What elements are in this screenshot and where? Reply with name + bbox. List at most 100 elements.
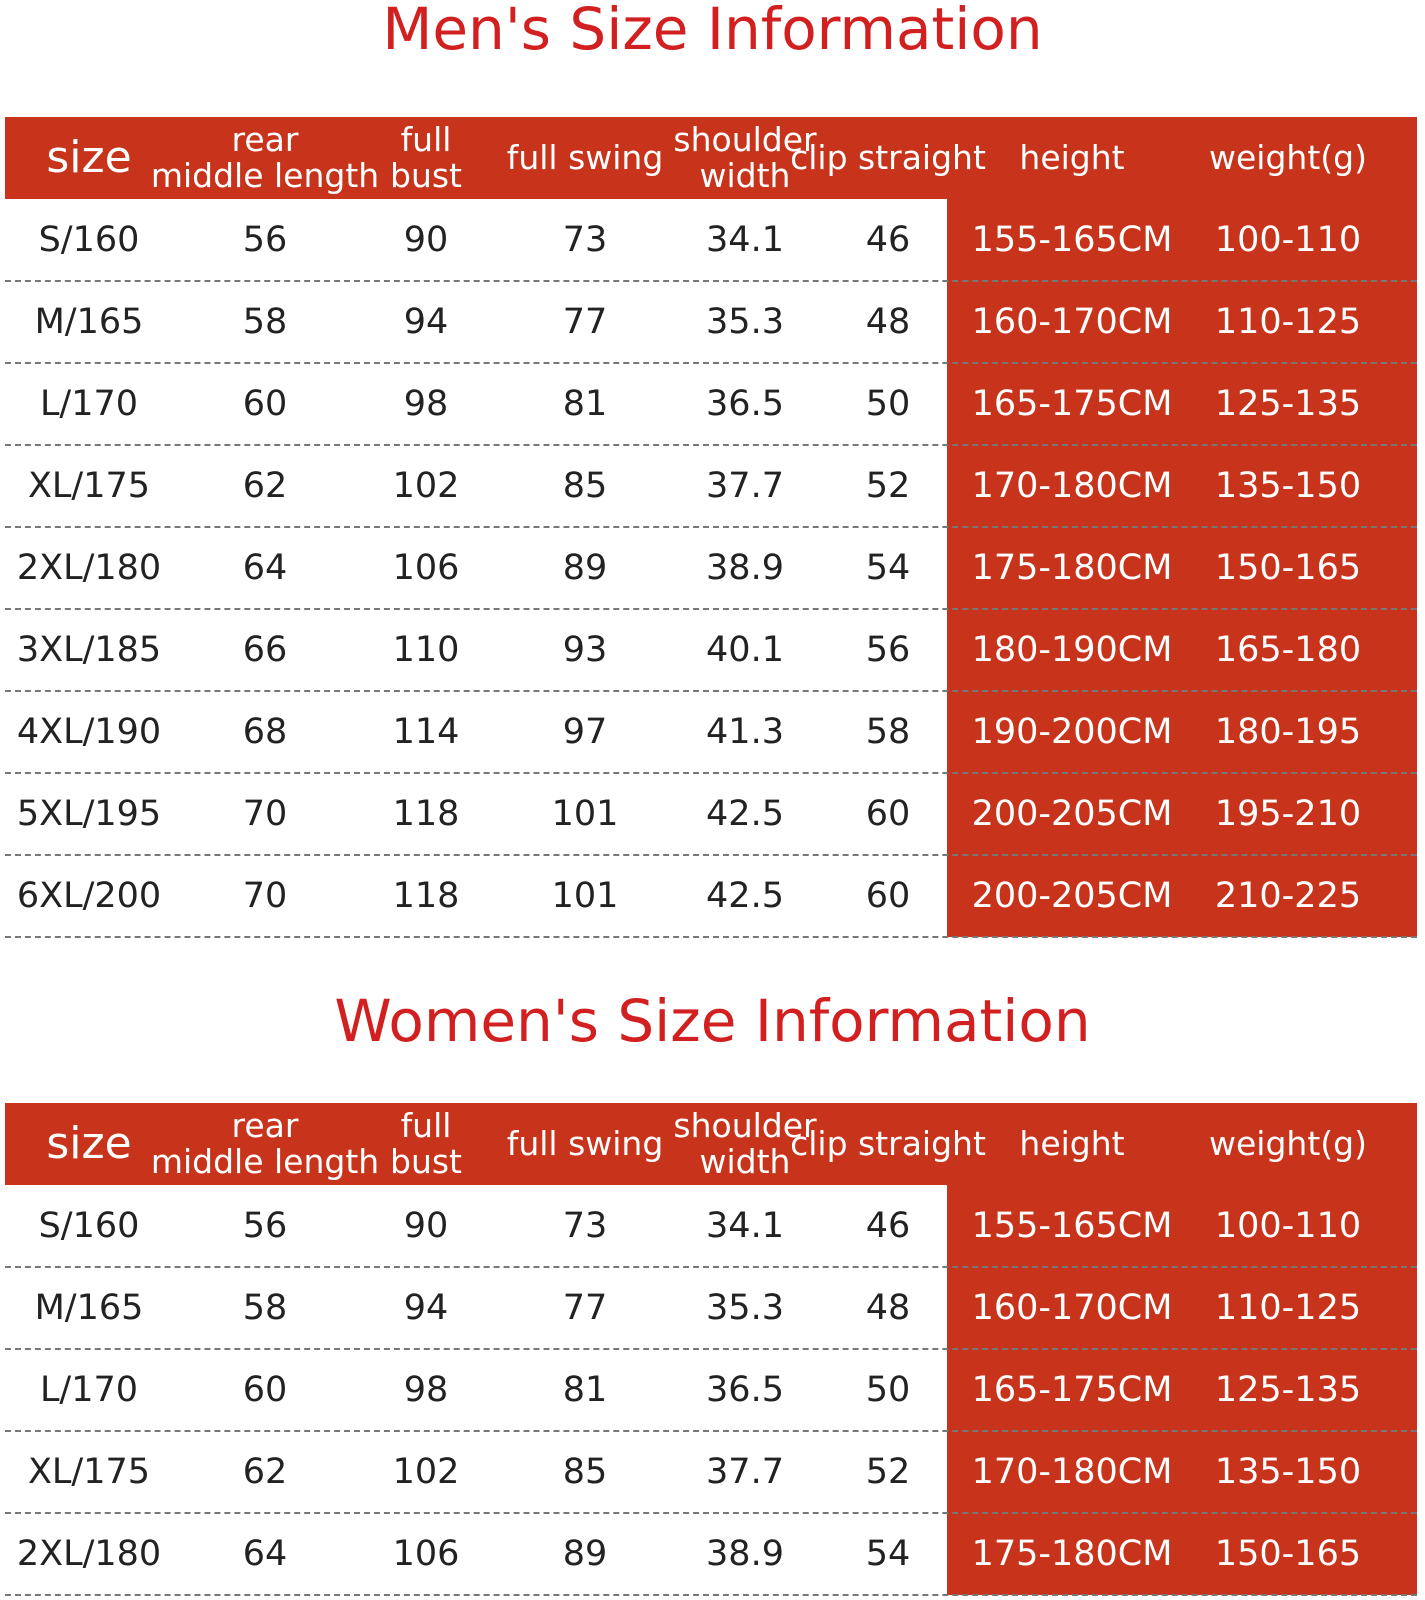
table-cell: 101 [551, 876, 619, 916]
table-cell: 135-150 [1214, 1452, 1362, 1492]
table-cell: 94 [403, 302, 449, 342]
table-cell: 64 [242, 1534, 288, 1574]
table-cell: 2XL/180 [16, 1534, 162, 1574]
table-cell: 77 [562, 1288, 608, 1328]
header-cell: full bust [356, 1103, 496, 1185]
table-cell: 81 [562, 384, 608, 424]
header-text: full [400, 120, 452, 159]
table-cell: 180-190CM [971, 630, 1173, 670]
table-cell: 150-165 [1214, 1534, 1362, 1574]
table-cell: 180-195 [1214, 712, 1362, 752]
row-separator [5, 1512, 1417, 1514]
header-cell: clip straight [788, 1103, 988, 1185]
header-cell: rear middle length [140, 1103, 390, 1185]
table-cell: 37.7 [706, 466, 784, 506]
table-cell: 54 [865, 548, 911, 588]
table-cell: 56 [865, 630, 911, 670]
header-cell: clip straight [788, 117, 988, 199]
header-cell: height [967, 1103, 1177, 1185]
table-cell: 100-110 [1214, 1206, 1362, 1246]
table-cell: 89 [562, 1534, 608, 1574]
header-text: bust [390, 156, 462, 195]
row-separator [5, 690, 1417, 692]
header-cell: full bust [356, 117, 496, 199]
header-text: bust [390, 1142, 462, 1181]
table-cell: 40.1 [706, 630, 784, 670]
table-cell: 60 [242, 1370, 288, 1410]
table-cell: 70 [242, 876, 288, 916]
header-band [5, 1103, 1417, 1185]
table-cell: 98 [403, 384, 449, 424]
table-cell: 2XL/180 [16, 548, 162, 588]
table-cell: 62 [242, 1452, 288, 1492]
table-cell: 37.7 [706, 1452, 784, 1492]
row-separator [5, 1430, 1417, 1432]
table-cell: 90 [403, 1206, 449, 1246]
row-separator [5, 1594, 1417, 1596]
table-cell: 97 [562, 712, 608, 752]
header-text: middle length [150, 1142, 380, 1181]
table-cell: 68 [242, 712, 288, 752]
table-cell: 85 [562, 466, 608, 506]
row-separator [5, 936, 1417, 938]
header-text: full [400, 1106, 452, 1145]
table-cell: L/170 [39, 1370, 139, 1410]
header-text: clip straight [790, 138, 986, 177]
table-cell: 165-180 [1214, 630, 1362, 670]
section-title: Women's Size Information [334, 987, 1091, 1055]
table-cell: 102 [392, 1452, 460, 1492]
header-text: full swing [506, 138, 664, 177]
table-cell: 175-180CM [971, 1534, 1173, 1574]
table-cell: 52 [865, 466, 911, 506]
highlight-block [947, 1185, 1417, 1595]
header-text: middle length [150, 156, 380, 195]
table-cell: 46 [865, 1206, 911, 1246]
table-cell: 170-180CM [971, 466, 1173, 506]
table-cell: 155-165CM [971, 1206, 1173, 1246]
table-cell: 54 [865, 1534, 911, 1574]
table-cell: 42.5 [706, 794, 784, 834]
table-cell: 118 [392, 794, 460, 834]
table-cell: XL/175 [27, 1452, 151, 1492]
table-cell: 4XL/190 [16, 712, 162, 752]
header-cell: full swing [495, 117, 675, 199]
table-cell: S/160 [38, 220, 140, 260]
table-cell: 34.1 [706, 1206, 784, 1246]
table-cell: 6XL/200 [16, 876, 162, 916]
table-cell: 60 [865, 794, 911, 834]
table-cell: XL/175 [27, 466, 151, 506]
table-cell: 160-170CM [971, 1288, 1173, 1328]
table-cell: 58 [242, 1288, 288, 1328]
table-cell: 160-170CM [971, 302, 1173, 342]
table-cell: 38.9 [706, 1534, 784, 1574]
header-text: height [1019, 1124, 1125, 1163]
header-text: rear [231, 120, 299, 159]
table-cell: 5XL/195 [16, 794, 162, 834]
table-cell: 58 [242, 302, 288, 342]
table-cell: 36.5 [706, 1370, 784, 1410]
table-cell: 56 [242, 1206, 288, 1246]
table-cell: 125-135 [1214, 384, 1362, 424]
header-text: width [699, 156, 791, 195]
table-cell: 200-205CM [971, 876, 1173, 916]
row-separator [5, 362, 1417, 364]
table-cell: 3XL/185 [16, 630, 162, 670]
header-band [5, 117, 1417, 199]
table-cell: 94 [403, 1288, 449, 1328]
highlight-block [947, 199, 1417, 937]
header-text: weight(g) [1209, 1124, 1367, 1163]
table-cell: 110 [392, 630, 460, 670]
header-cell: weight(g) [1173, 1103, 1403, 1185]
header-text: width [699, 1142, 791, 1181]
table-cell: 90 [403, 220, 449, 260]
table-cell: 102 [392, 466, 460, 506]
row-separator [5, 1266, 1417, 1268]
header-cell: rear middle length [140, 117, 390, 199]
table-cell: 114 [392, 712, 460, 752]
table-cell: 85 [562, 1452, 608, 1492]
header-cell: height [967, 117, 1177, 199]
table-cell: 101 [551, 794, 619, 834]
table-cell: 106 [392, 548, 460, 588]
table-cell: 200-205CM [971, 794, 1173, 834]
